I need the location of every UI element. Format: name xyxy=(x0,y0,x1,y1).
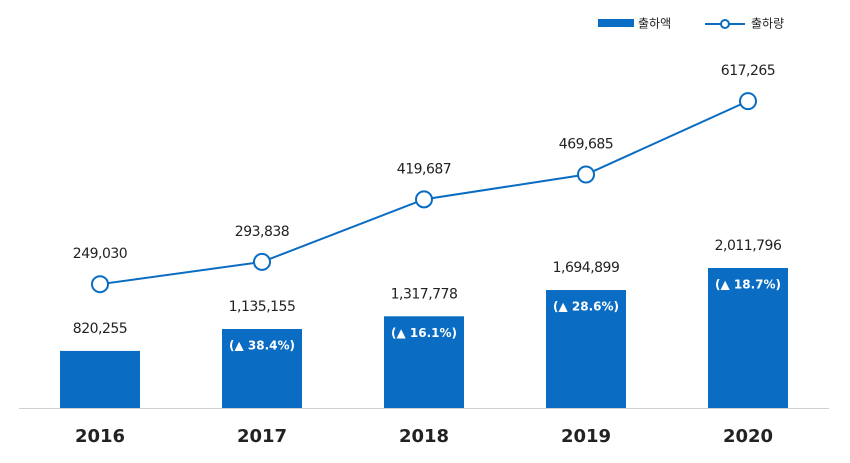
bar xyxy=(222,328,302,408)
line-value-label: 249,030 xyxy=(73,246,127,262)
growth-label: (▲ 28.6%) xyxy=(553,300,619,314)
growth-label: (▲ 38.4%) xyxy=(229,338,295,352)
bar xyxy=(384,316,464,408)
line-point xyxy=(253,252,271,271)
bar xyxy=(708,267,788,408)
line-point xyxy=(415,190,433,209)
line-point xyxy=(739,92,757,111)
line-value-label: 419,687 xyxy=(397,161,451,177)
x-tick-label: 2016 xyxy=(75,426,125,447)
x-tick-label: 2017 xyxy=(237,426,287,447)
bar-value-label: 820,255 xyxy=(73,321,127,337)
growth-label: (▲ 18.7%) xyxy=(715,277,781,291)
legend-label: 출하액 xyxy=(638,17,671,31)
line-value-label: 469,685 xyxy=(559,136,613,152)
x-tick-label: 2019 xyxy=(561,426,611,447)
bar-value-label: 1,694,899 xyxy=(553,260,620,276)
bar-value-label: 2,011,796 xyxy=(715,238,782,254)
x-tick-label: 2018 xyxy=(399,426,449,447)
legend-label: 출하량 xyxy=(751,17,784,31)
bar xyxy=(546,290,626,408)
legend-swatch xyxy=(598,19,634,27)
bar xyxy=(60,350,140,408)
line-point xyxy=(577,165,595,184)
bar-value-label: 1,135,155 xyxy=(229,299,296,315)
line-point xyxy=(91,275,109,294)
line-value-label: 293,838 xyxy=(235,224,289,240)
growth-label: (▲ 16.1%) xyxy=(391,326,457,340)
bar-value-label: 1,317,778 xyxy=(391,286,458,302)
x-tick-label: 2020 xyxy=(723,426,773,447)
line-value-label: 617,265 xyxy=(721,63,775,79)
legend-swatch-point xyxy=(720,19,730,29)
